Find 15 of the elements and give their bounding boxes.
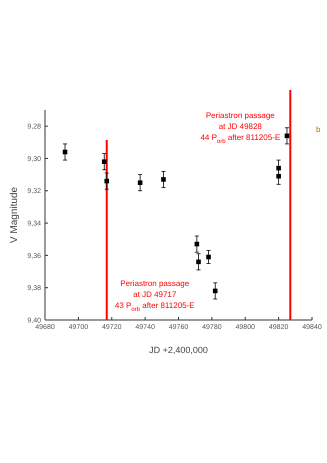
point: [206, 254, 211, 260]
point: [102, 159, 107, 164]
point: [212, 288, 218, 294]
x-axis-title: JD +2,400,000: [149, 345, 208, 355]
point: [284, 134, 290, 138]
point: [62, 150, 68, 154]
point: [196, 260, 201, 264]
point: [161, 177, 166, 182]
ref-line-label: Periastron passage at JD 49828 44 P$_{orb}$ after 811205-E: [200, 111, 280, 145]
point: [138, 180, 142, 185]
point: [104, 178, 110, 184]
text: b: [316, 125, 321, 134]
y-axis-title: V Magnitude: [9, 186, 20, 244]
point: [194, 242, 200, 246]
ref-line-label: Periastron passage at JD 49717 43 P$_{orb}$ after 811205-E: [114, 279, 195, 313]
